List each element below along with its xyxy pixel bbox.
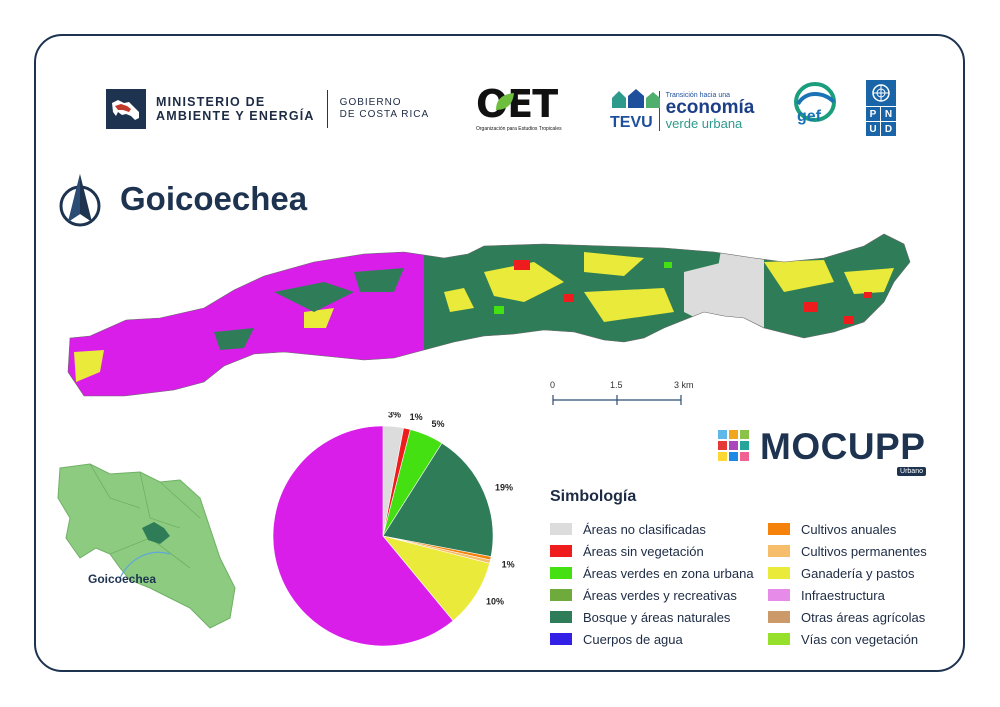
legend-label: Vías con vegetación [801, 631, 919, 647]
locator-label: Goicoechea [88, 572, 157, 586]
land-cover-pie-chart: 3%1%5%19%1%10%61% [272, 412, 515, 647]
minae-line1: MINISTERIO DE [156, 95, 266, 109]
pnud-letter: U [866, 121, 881, 136]
legend-label: Cultivos anuales [801, 521, 897, 537]
tevu-word: TEVU [610, 114, 653, 131]
divider [326, 90, 328, 128]
legend-item: Ganadería y pastos [768, 562, 950, 584]
legend-swatch [550, 567, 572, 579]
legend-swatch [768, 567, 790, 579]
legend-label: Cuerpos de agua [583, 631, 683, 647]
legend-swatch [768, 545, 790, 557]
legend-label: Ganadería y pastos [801, 565, 915, 581]
legend-swatch [550, 523, 572, 535]
pie-data-label: 1% [502, 559, 515, 569]
gobierno-line1: GOBIERNO [339, 97, 402, 108]
legend-swatch [768, 611, 790, 623]
scale-ruler [552, 395, 682, 405]
pie-slice [272, 425, 454, 647]
minae-line2: AMBIENTE Y ENERGÍA [156, 109, 315, 123]
legend-swatch [768, 589, 790, 601]
scale-label-0: 0 [550, 380, 556, 390]
legend-item: Cuerpos de agua [550, 628, 768, 650]
gef-label: gef [797, 108, 821, 125]
tevu-logo: TEVU Transición hacia una economía verde… [610, 86, 760, 136]
legend-label: Cultivos permanentes [801, 543, 927, 559]
mocupp-tag: Urbano [897, 467, 926, 476]
tevu-verde-urbana: verde urbana [665, 116, 743, 131]
pnud-logo: P N U D [866, 80, 896, 136]
legend-item: Vías con vegetación [768, 628, 950, 650]
pie-data-label: 5% [431, 419, 444, 429]
costa-rica-emblem-icon [106, 89, 146, 129]
pie-data-label: 10% [486, 596, 504, 606]
legend-label: Bosque y áreas naturales [583, 609, 731, 625]
tevu-small: Transición hacia una [665, 92, 731, 99]
pnud-letters: P N U D [866, 106, 896, 136]
tevu-economia: economía [665, 97, 755, 118]
pie-slice [382, 442, 494, 557]
legend-item: Áreas sin vegetación [550, 540, 768, 562]
locator-map: Goicoechea [50, 458, 250, 648]
tevu-tagline: Transición hacia una economía verde urba… [666, 92, 755, 130]
legend-swatch [768, 523, 790, 535]
legend-swatch [550, 545, 572, 557]
legend-swatch [768, 633, 790, 645]
legend-swatch [550, 633, 572, 645]
legend-item: Áreas verdes en zona urbana [550, 562, 768, 584]
scale-bar: 0 1.5 3 km [540, 380, 700, 410]
legend: Áreas no clasificadas Cultivos anuales Áre… [550, 518, 950, 650]
pie-data-label: 1% [410, 412, 423, 422]
scale-label-1: 1.5 [610, 380, 623, 390]
tevu-divider [658, 91, 660, 131]
gobierno-line2: DE COSTA RICA [339, 109, 430, 120]
legend-swatch [550, 589, 572, 601]
pnud-letter: N [881, 106, 896, 121]
pie-data-label: 3% [388, 412, 401, 420]
legend-item: Áreas no clasificadas [550, 518, 768, 540]
mocupp-logo: MOCUPP Urbano [718, 428, 930, 480]
legend-label: Áreas verdes y recreativas [583, 587, 737, 603]
legend-label: Áreas sin vegetación [583, 543, 704, 559]
legend-item: Otras áreas agrícolas [768, 606, 950, 628]
legend-item: Cultivos anuales [768, 518, 950, 540]
legend-item: Bosque y áreas naturales [550, 606, 768, 628]
legend-item: Cultivos permanentes [768, 540, 950, 562]
mocupp-wordmark: MOCUPP [760, 426, 926, 467]
north-arrow-icon [58, 172, 102, 228]
land-cover-map [67, 233, 911, 397]
legend-title: Simbología [550, 488, 637, 505]
legend-item: Infraestructura [768, 584, 950, 606]
minae-logo-block: MINISTERIO DE AMBIENTE Y ENERGÍA GOBIERN… [106, 88, 436, 130]
pnud-letter: P [866, 106, 881, 121]
legend-swatch [550, 611, 572, 623]
legend-label: Otras áreas agrícolas [801, 609, 926, 625]
gobierno-name: GOBIERNO DE COSTA RICA [340, 97, 430, 121]
pnud-letter: D [881, 121, 896, 136]
minae-name: MINISTERIO DE AMBIENTE Y ENERGÍA [156, 95, 315, 123]
map-frame [34, 34, 965, 672]
gef-logo: gef [792, 82, 838, 134]
oet-subtitle: Organización para Estudios Tropicales [476, 126, 562, 132]
page-title: Goicoechea [120, 180, 308, 217]
legend-label: Áreas no clasificadas [583, 521, 706, 537]
legend-label: Infraestructura [801, 587, 885, 603]
legend-label: Áreas verdes en zona urbana [583, 565, 754, 581]
pie-data-label: 19% [495, 483, 513, 493]
leaf-icon [496, 93, 514, 110]
oet-letters: OET [476, 82, 558, 126]
oet-logo: OET Organización para Estudios Tropicale… [476, 84, 576, 140]
mocupp-mosaic-icon [718, 430, 749, 461]
un-emblem-icon [866, 80, 896, 106]
houses-icon [612, 89, 660, 108]
scale-label-2: 3 km [674, 380, 694, 390]
legend-item: Áreas verdes y recreativas [550, 584, 768, 606]
